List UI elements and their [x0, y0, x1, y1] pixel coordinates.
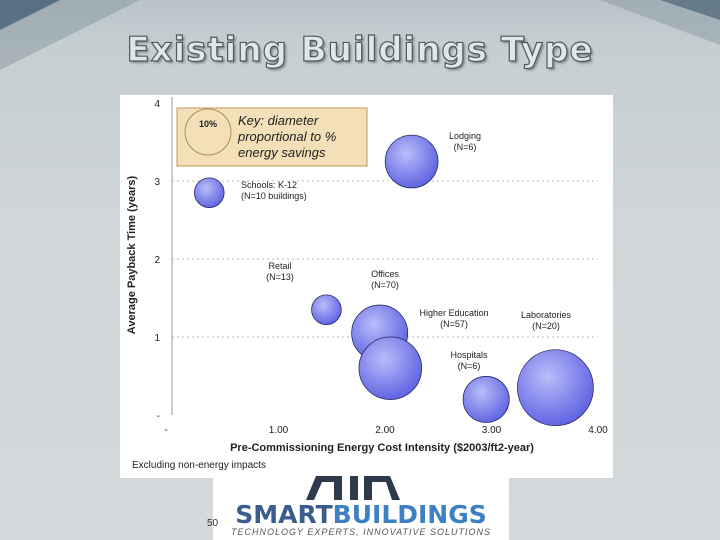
bubble-hospitals [462, 375, 510, 423]
label-n-hospitals: (N=6) [458, 361, 481, 371]
bubble-lodging [384, 134, 439, 189]
footnote: Excluding non-energy impacts [132, 460, 266, 471]
logo-wordmark: SMARTBUILDINGS [219, 500, 503, 529]
x-tick-label: 1.00 [269, 425, 289, 436]
label-n-retail: (N=13) [266, 272, 294, 282]
y-tick-label: 4 [154, 99, 160, 110]
key-sample-label: 10% [199, 119, 217, 129]
x-tick-label: 2.00 [375, 425, 395, 436]
label-offices: Offices [371, 269, 399, 279]
slide-number: 50 [207, 518, 219, 529]
key-sample-circle [184, 108, 232, 156]
logo-mark-icon [306, 476, 400, 500]
label-retail: Retail [268, 261, 291, 271]
y-tick-label: - [157, 411, 160, 422]
label-n-schools-k-12: (N=10 buildings) [241, 191, 307, 201]
y-axis-title: Average Payback Time (years) [126, 175, 138, 334]
x-tick-label: - [164, 425, 167, 436]
company-logo: SMARTBUILDINGS TECHNOLOGY EXPERTS, INNOV… [213, 470, 509, 540]
label-higher-education: Higher Education [419, 308, 488, 318]
label-n-offices: (N=70) [371, 280, 399, 290]
key-text-line: proportional to % [237, 129, 336, 144]
y-tick-label: 1 [154, 333, 160, 344]
label-n-higher-education: (N=57) [440, 319, 468, 329]
x-axis-title: Pre-Commissioning Energy Cost Intensity … [230, 442, 534, 454]
label-lodging: Lodging [449, 131, 481, 141]
logo-word-buildings: BUILDINGS [332, 500, 487, 529]
corner-decoration [0, 0, 720, 70]
bubble-retail [311, 294, 342, 325]
label-n-laboratories: (N=20) [532, 321, 560, 331]
key-text-line: energy savings [238, 145, 326, 160]
key-text-line: Key: diameter [238, 113, 319, 128]
logo-word-smart: SMART [235, 500, 333, 529]
slide-title: Existing Buildings Type [126, 29, 594, 70]
bubble-higher-education [358, 336, 423, 400]
bubble-schools-k-12 [194, 177, 225, 208]
y-tick-label: 2 [154, 255, 160, 266]
key-box [176, 107, 368, 167]
bubble-chart: - 1 2 3 4 - 1.00 2.00 3.00 4.00 Pre-Commissioning … [126, 97, 608, 454]
label-n-lodging: (N=6) [454, 142, 477, 152]
x-tick-label: 4.00 [588, 425, 608, 436]
y-tick-label: 3 [154, 177, 160, 188]
x-tick-label: 3.00 [482, 425, 502, 436]
label-laboratories: Laboratories [521, 310, 572, 320]
bubble-laboratories [517, 349, 594, 427]
logo-tagline: TECHNOLOGY EXPERTS, INNOVATIVE SOLUTIONS [230, 527, 492, 537]
label-hospitals: Hospitals [450, 350, 488, 360]
label-schools-k-12: Schools: K-12 [241, 180, 297, 190]
chart-panel: - 1 2 3 4 - 1.00 2.00 3.00 4.00 Pre-Commissioning … [120, 95, 613, 478]
